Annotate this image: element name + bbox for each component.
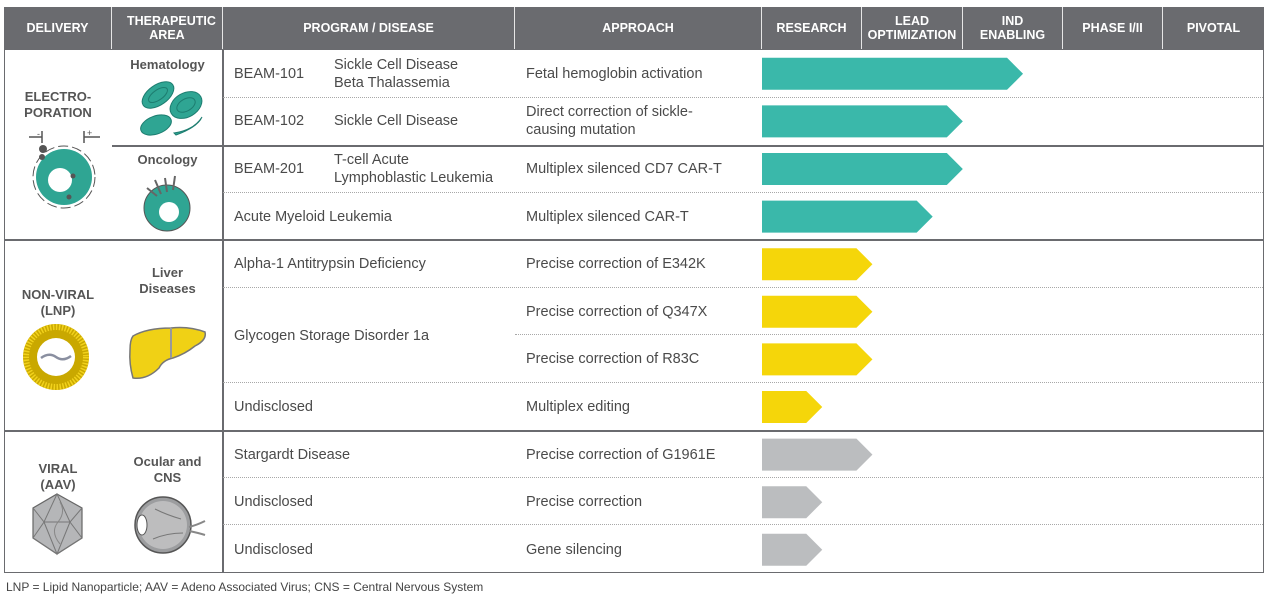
lipid-nanoparticle-icon bbox=[23, 324, 89, 390]
header-approach: APPROACH bbox=[515, 7, 762, 49]
disease-name: Sickle Cell Disease bbox=[334, 113, 459, 130]
row-divider bbox=[223, 287, 1263, 288]
delivery-non-viral: NON-VIRAL (LNP) bbox=[4, 287, 112, 319]
svg-text:-: - bbox=[37, 129, 40, 139]
approach-text: Multiplex silenced CD7 CAR-T bbox=[526, 161, 722, 177]
header-ind-enabling-label: IND ENABLING bbox=[979, 14, 1046, 42]
progress-bar-stargardt-disease-8 bbox=[762, 438, 873, 471]
header-ind-enabling: IND ENABLING bbox=[963, 7, 1063, 49]
approach-text: Direct correction of sickle- bbox=[526, 104, 693, 121]
area-oncology: Oncology bbox=[137, 152, 198, 167]
area-liver-diseases: Liver Diseases bbox=[112, 265, 223, 297]
disease-name: Glycogen Storage Disorder 1a bbox=[234, 327, 430, 344]
area-liver-line2: Diseases bbox=[139, 281, 196, 296]
header-delivery: DELIVERY bbox=[4, 7, 112, 49]
progress-bar-glycogen-storage-disorder-1a-5 bbox=[762, 295, 873, 328]
program-code: BEAM-201 bbox=[234, 161, 305, 177]
area-ocular-line1: Ocular and bbox=[133, 454, 202, 469]
approach-text-line2: causing mutation bbox=[526, 122, 636, 139]
area-hematology: Hematology bbox=[130, 57, 205, 72]
progress-bar-undisclosed-7 bbox=[762, 391, 823, 423]
delivery-non-viral-line1: NON-VIRAL bbox=[21, 287, 95, 302]
eye-icon bbox=[134, 496, 206, 554]
approach-text: Precise correction of E342K bbox=[526, 256, 706, 273]
disease-name: Alpha-1 Antitrypsin Deficiency bbox=[234, 256, 426, 273]
approach-text: Gene silencing bbox=[526, 541, 622, 558]
header-phase-1-2: PHASE I/II bbox=[1063, 7, 1163, 49]
row-divider bbox=[515, 334, 1263, 335]
delivery-viral-line2: (AAV) bbox=[40, 477, 76, 492]
progress-bar-alpha-1-antitrypsin-deficiency-4 bbox=[762, 248, 873, 281]
disease-name: Acute Myeloid Leukemia bbox=[234, 208, 392, 225]
disease-name: Undisclosed bbox=[234, 494, 313, 511]
progress-bar-row-6 bbox=[762, 343, 873, 376]
disease-name-line2: Beta Thalassemia bbox=[334, 74, 450, 91]
header-lead-optimization: LEAD OPTIMIZATION bbox=[862, 7, 963, 49]
delivery-electroporation: ELECTRO- PORATION bbox=[4, 89, 112, 121]
delivery-non-viral-line2: (LNP) bbox=[40, 303, 76, 318]
area-ocular-line2: CNS bbox=[153, 470, 182, 485]
disease-name: Stargardt Disease bbox=[234, 446, 351, 463]
approach-text: Precise correction of R83C bbox=[526, 351, 700, 368]
approach-text: Multiplex silenced CAR-T bbox=[526, 208, 689, 225]
approach-text: Fetal hemoglobin activation bbox=[526, 65, 703, 82]
delivery-electroporation-line2: PORATION bbox=[24, 105, 92, 120]
aav-capsid-icon bbox=[32, 492, 83, 556]
progress-bar-undisclosed-9 bbox=[762, 486, 823, 519]
group-divider-1 bbox=[4, 239, 1264, 241]
header-research: RESEARCH bbox=[762, 7, 862, 49]
program-code: BEAM-101 bbox=[234, 65, 305, 82]
progress-bar-beam-201-2 bbox=[762, 153, 963, 185]
liver-icon bbox=[129, 326, 207, 380]
approach-text: Precise correction of G1961E bbox=[526, 446, 716, 463]
footnote: LNP = Lipid Nanoparticle; AAV = Adeno As… bbox=[6, 580, 484, 594]
disease-name: Undisclosed bbox=[234, 399, 313, 415]
header-therapeutic-area: THERAPEUTIC AREA bbox=[112, 7, 223, 49]
table-frame bbox=[4, 49, 1264, 573]
disease-name-line2: Lymphoblastic Leukemia bbox=[334, 170, 494, 186]
approach-text: Precise correction of Q347X bbox=[526, 303, 708, 320]
disease-name: Sickle Cell Disease bbox=[334, 56, 459, 73]
delivery-electroporation-line1: ELECTRO- bbox=[24, 89, 92, 104]
delivery-viral-line1: VIRAL bbox=[38, 461, 78, 476]
row-divider bbox=[223, 192, 1263, 193]
divider-area bbox=[222, 49, 224, 573]
progress-bar-acute-myeloid-leukemia-3 bbox=[762, 200, 933, 233]
progress-bar-undisclosed-10 bbox=[762, 533, 823, 566]
row-divider bbox=[223, 382, 1263, 383]
delivery-viral: VIRAL (AAV) bbox=[4, 461, 112, 493]
row-divider bbox=[223, 524, 1263, 525]
header-therapeutic-area-label: THERAPEUTIC AREA bbox=[127, 14, 216, 42]
row-divider bbox=[223, 477, 1263, 478]
program-code: BEAM-102 bbox=[234, 113, 305, 130]
area-ocular-cns: Ocular and CNS bbox=[112, 454, 223, 486]
subgroup-divider-oncology bbox=[112, 145, 1264, 147]
progress-bar-beam-102-1 bbox=[762, 105, 963, 138]
svg-text:+: + bbox=[87, 128, 92, 138]
group-divider-2 bbox=[4, 430, 1264, 432]
progress-bar-beam-101-0 bbox=[762, 57, 1024, 90]
approach-text: Precise correction bbox=[526, 494, 643, 511]
disease-name: T-cell Acute bbox=[334, 152, 409, 168]
approach-text: Multiplex editing bbox=[526, 399, 630, 415]
row-divider bbox=[223, 97, 1263, 98]
disease-name: Undisclosed bbox=[234, 541, 313, 558]
header-program-disease: PROGRAM / DISEASE bbox=[223, 7, 515, 49]
electroporation-cell-icon: - + bbox=[29, 128, 100, 209]
oncology-cell-icon bbox=[143, 175, 191, 232]
area-liver-line1: Liver bbox=[151, 265, 184, 280]
red-blood-cells-icon bbox=[140, 81, 203, 136]
header-lead-optimization-label: LEAD OPTIMIZATION bbox=[867, 14, 957, 42]
header-pivotal: PIVOTAL bbox=[1163, 7, 1264, 49]
